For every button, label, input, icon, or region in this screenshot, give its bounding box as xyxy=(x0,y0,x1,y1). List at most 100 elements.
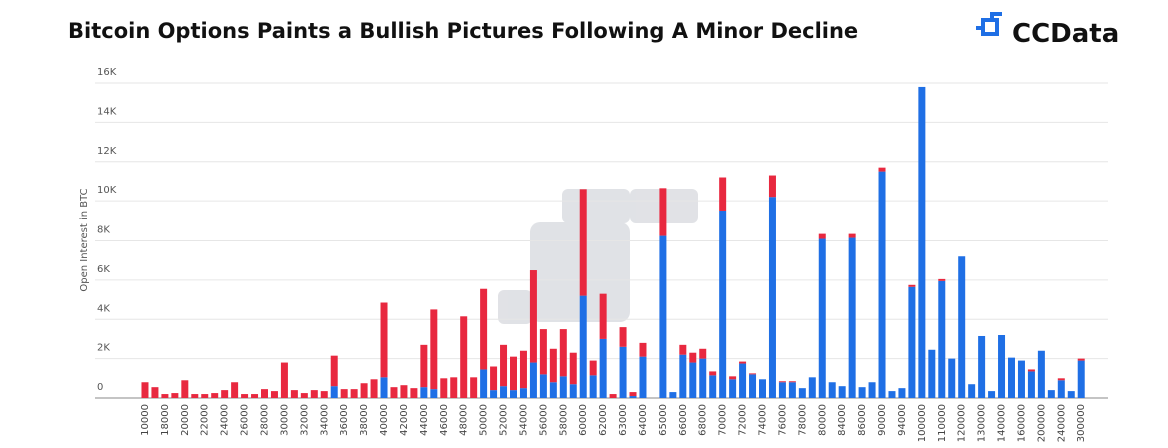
x-tick-label: 70000 xyxy=(718,404,729,436)
bar-segment xyxy=(231,382,239,398)
bar-segment xyxy=(1027,371,1035,398)
bar-segment xyxy=(729,379,737,398)
bar-segment xyxy=(221,390,229,398)
y-tick-label: 0 xyxy=(97,382,103,393)
bar-segment xyxy=(828,382,836,398)
x-tick-label: 54000 xyxy=(518,404,529,436)
x-tick-label: 56000 xyxy=(538,404,549,436)
x-tick-label: 160000 xyxy=(1016,404,1027,442)
x-tick-label: 74000 xyxy=(758,404,769,436)
x-tick-label: 63000 xyxy=(618,404,629,436)
x-tick-label: 52000 xyxy=(499,404,510,436)
bar-segment xyxy=(689,362,697,398)
bar-segment xyxy=(928,349,936,398)
x-tick-label: 72000 xyxy=(738,404,749,436)
y-tick-label: 14K xyxy=(97,106,117,117)
x-tick-label: 65000 xyxy=(658,404,669,436)
bar-segment xyxy=(380,377,388,398)
x-tick-label: 58000 xyxy=(558,404,569,436)
bar-segment xyxy=(390,387,398,398)
bar-segment xyxy=(201,394,209,398)
y-tick-label: 4K xyxy=(97,303,110,314)
y-axis-label: Open Interest in BTC xyxy=(79,188,90,291)
bar-segment xyxy=(569,384,577,398)
bar-segment xyxy=(888,391,896,398)
bar-segment xyxy=(420,344,428,388)
bar-segment xyxy=(370,379,378,398)
bar-segment xyxy=(400,385,408,398)
bar-segment xyxy=(420,387,428,398)
bar-segment xyxy=(1057,380,1065,398)
bar-segment xyxy=(788,381,796,383)
bar-segment xyxy=(251,394,259,398)
y-tick-label: 8K xyxy=(97,225,110,236)
x-tick-label: 110000 xyxy=(937,404,948,442)
bar-segment xyxy=(848,233,856,238)
x-tick-label: 60000 xyxy=(578,404,589,436)
x-tick-label: 28000 xyxy=(260,404,271,436)
x-tick-label: 94000 xyxy=(897,404,908,436)
bar-segment xyxy=(350,389,358,398)
bar-segment xyxy=(450,377,458,398)
bar-segment xyxy=(669,392,677,398)
bar-segment xyxy=(629,392,637,397)
x-tick-label: 36000 xyxy=(339,404,350,436)
bar-segment xyxy=(440,378,448,398)
x-tick-label: 130000 xyxy=(977,404,988,442)
bar-segment xyxy=(529,270,537,363)
bar-segment xyxy=(529,362,537,398)
bar-segment xyxy=(908,284,916,287)
bar-segment xyxy=(629,396,637,398)
y-tick-label: 10K xyxy=(97,185,117,196)
bar-segment xyxy=(171,393,179,398)
x-tick-label: 200000 xyxy=(1036,404,1047,442)
x-tick-label: 40000 xyxy=(379,404,390,436)
bar-segment xyxy=(579,295,587,398)
bar-segment xyxy=(838,386,846,398)
bar-segment xyxy=(988,391,996,398)
bar-segment xyxy=(410,388,418,398)
bar-segment xyxy=(768,197,776,398)
x-tick-label: 76000 xyxy=(777,404,788,436)
bar-segment xyxy=(500,386,508,398)
bar-segment xyxy=(788,382,796,398)
bar-segment xyxy=(719,177,727,211)
bar-segment xyxy=(778,381,786,383)
bar-segment xyxy=(320,391,328,398)
bar-segment xyxy=(1027,369,1035,372)
watermark xyxy=(498,189,698,324)
bar-segment xyxy=(898,388,906,398)
x-tick-label: 78000 xyxy=(797,404,808,436)
bar-segment xyxy=(310,390,318,398)
y-tick-label: 2K xyxy=(97,343,110,354)
bar-segment xyxy=(878,171,886,398)
bar-segment xyxy=(191,394,199,398)
bar-segment xyxy=(360,383,368,398)
bar-segment xyxy=(1077,360,1085,398)
x-tick-label: 50000 xyxy=(479,404,490,436)
bar-segment xyxy=(599,293,607,339)
bar-segment xyxy=(609,394,617,398)
bar-segment xyxy=(181,380,189,398)
bar-segment xyxy=(330,386,338,398)
x-tick-label: 34000 xyxy=(319,404,330,436)
bar-segment xyxy=(340,389,348,398)
bar-segment xyxy=(539,374,547,398)
bar-segment xyxy=(908,286,916,398)
x-tick-label: 120000 xyxy=(957,404,968,442)
x-tick-label: 20000 xyxy=(180,404,191,436)
bar-segment xyxy=(490,366,498,391)
bar-segment xyxy=(1077,358,1085,361)
y-tick-label: 12K xyxy=(97,146,117,157)
bar-segment xyxy=(798,388,806,398)
bar-segment xyxy=(739,361,747,364)
x-tick-label: 80000 xyxy=(817,404,828,436)
bar-segment xyxy=(1067,391,1075,398)
x-tick-label: 10000 xyxy=(140,404,151,436)
y-tick-label: 6K xyxy=(97,264,110,275)
bar-segment xyxy=(549,348,557,383)
x-tick-label: 240000 xyxy=(1056,404,1067,442)
x-tick-label: 64000 xyxy=(638,404,649,436)
bar-segment xyxy=(480,288,488,370)
x-tick-label: 26000 xyxy=(240,404,251,436)
